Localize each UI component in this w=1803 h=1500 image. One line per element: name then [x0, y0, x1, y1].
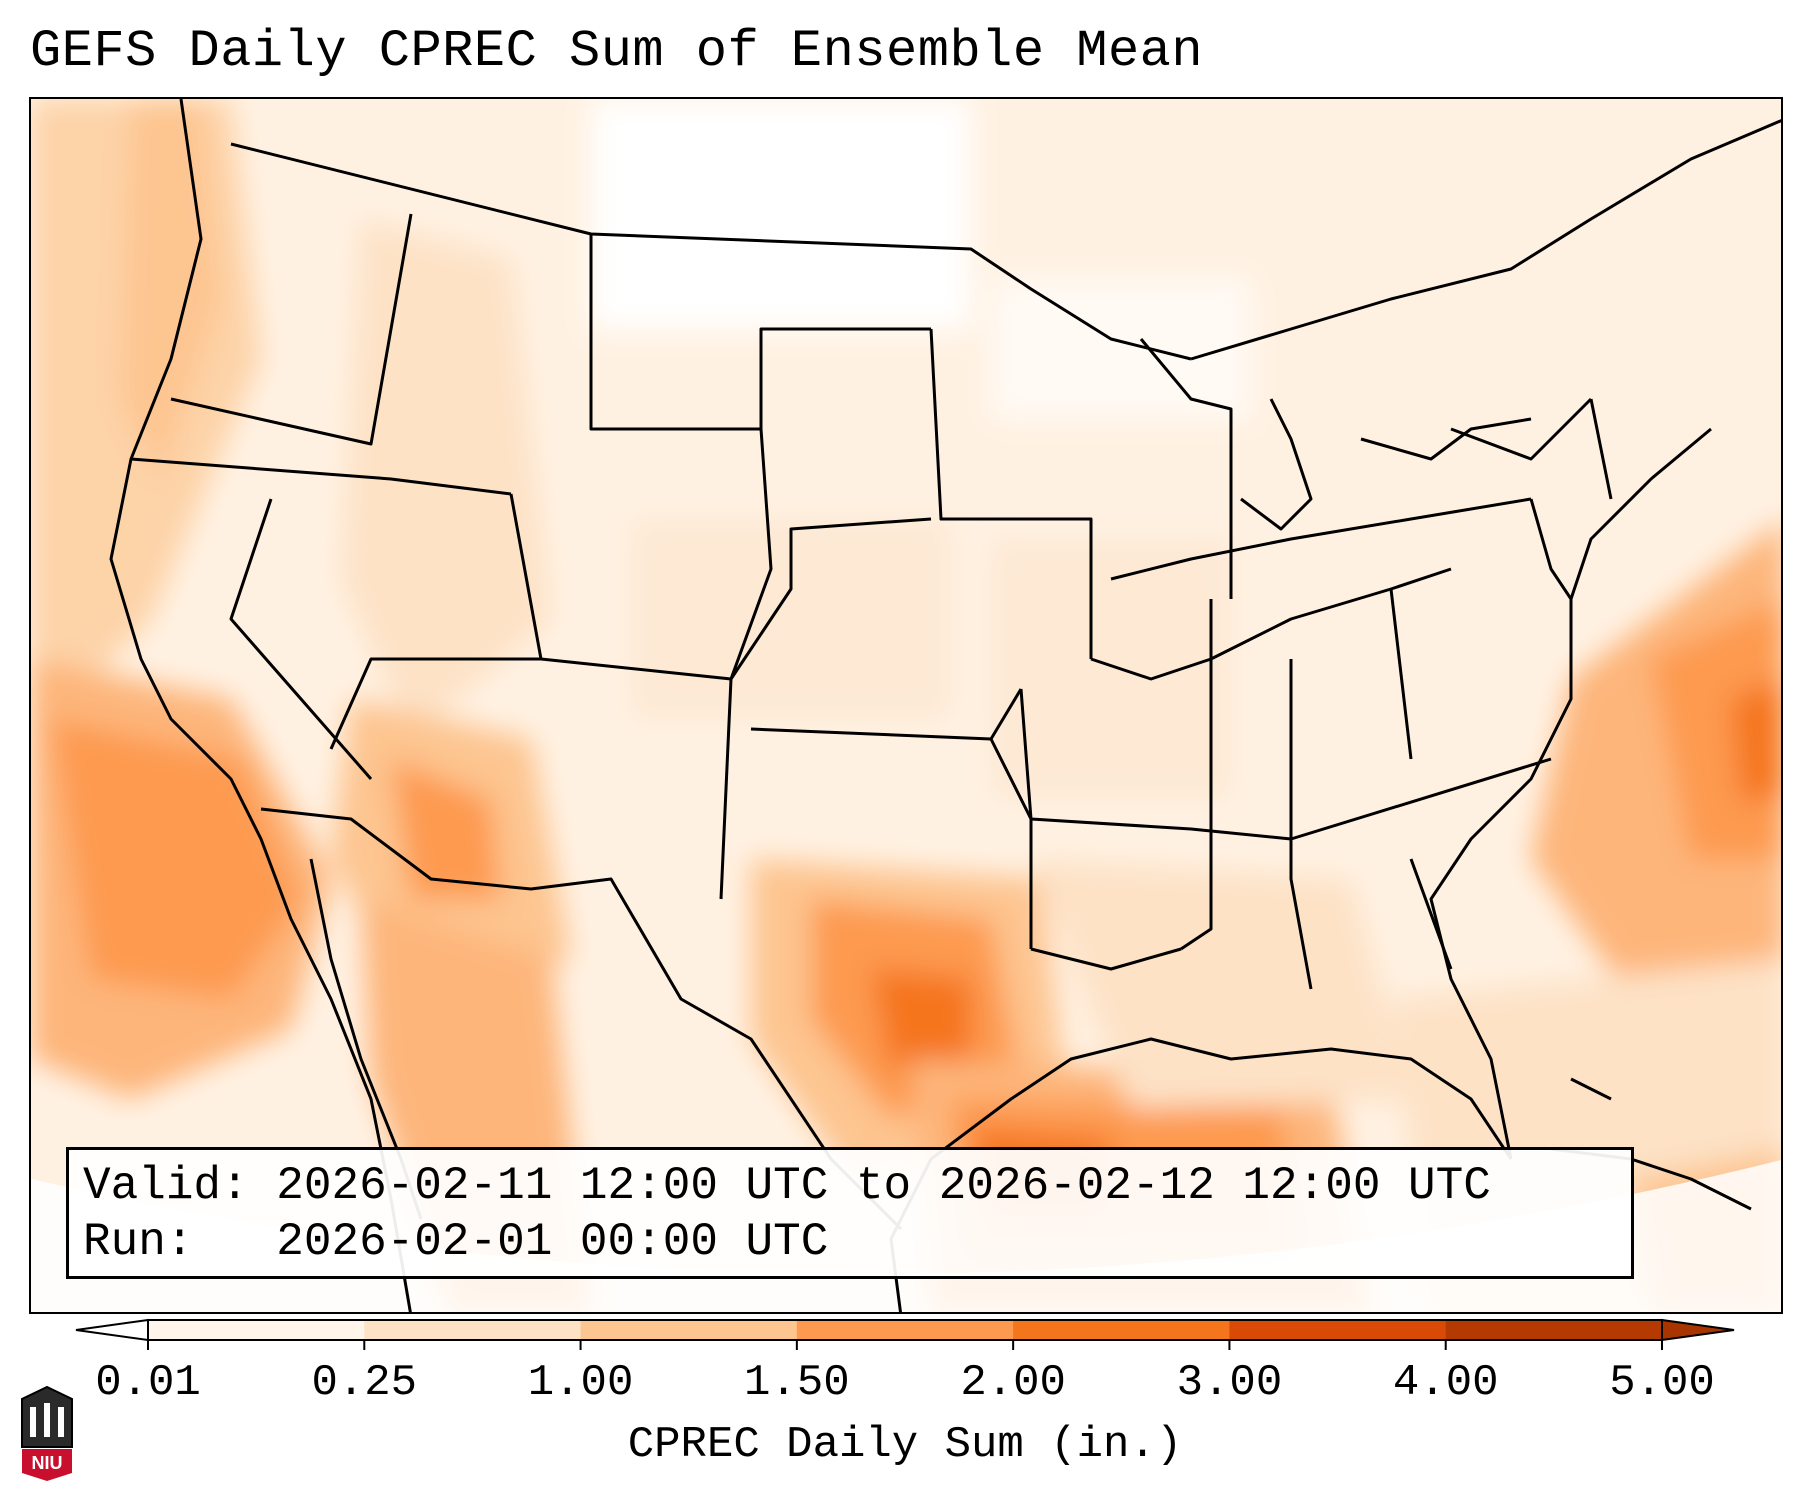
colorbar-segment — [148, 1320, 365, 1340]
precip-field — [31, 99, 1781, 1312]
colorbar-tick-label: 3.00 — [1176, 1358, 1283, 1408]
colorbar-tick-label: 1.50 — [744, 1358, 850, 1408]
colorbar-tick-label: 0.01 — [95, 1358, 201, 1408]
colorbar-segment — [796, 1320, 1014, 1340]
logo-text: NIU — [32, 1453, 63, 1473]
colorbar-tick-label: 2.00 — [960, 1358, 1066, 1408]
colorbar-tick-label: 0.25 — [311, 1358, 418, 1408]
colorbar-tick-label: 1.00 — [527, 1358, 634, 1408]
valid-run-info: Valid: 2026-02-11 12:00 UTC to 2026-02-1… — [66, 1147, 1634, 1279]
colorbar-segment — [1229, 1320, 1447, 1340]
niu-logo-icon: NIU — [21, 1385, 73, 1481]
colorbar-segment — [364, 1320, 582, 1340]
colorbar-segment — [1445, 1320, 1663, 1340]
map-title: GEFS Daily CPREC Sum of Ensemble Mean — [30, 22, 1204, 81]
colorbar-segment — [1013, 1320, 1230, 1340]
colorbar-tick-label: 5.00 — [1609, 1358, 1715, 1408]
colorbar-tick-label: 4.00 — [1392, 1358, 1499, 1408]
state-boundaries — [109, 99, 1781, 1312]
run-value: 2026-02-01 00:00 UTC — [276, 1216, 829, 1268]
colorbar-segment — [580, 1320, 798, 1340]
colorbar — [75, 1318, 1735, 1350]
colorbar-outline — [147, 1319, 1663, 1341]
colorbar-title: CPREC Daily Sum (in.) — [627, 1420, 1183, 1470]
valid-label: Valid: — [83, 1160, 249, 1212]
valid-value: 2026-02-11 12:00 UTC to 2026-02-12 12:00… — [276, 1160, 1491, 1212]
colorbar-extend-max — [1661, 1318, 1735, 1342]
run-label: Run: — [83, 1216, 194, 1268]
colorbar-extend-min — [75, 1318, 149, 1342]
precipitation-map — [29, 97, 1783, 1314]
